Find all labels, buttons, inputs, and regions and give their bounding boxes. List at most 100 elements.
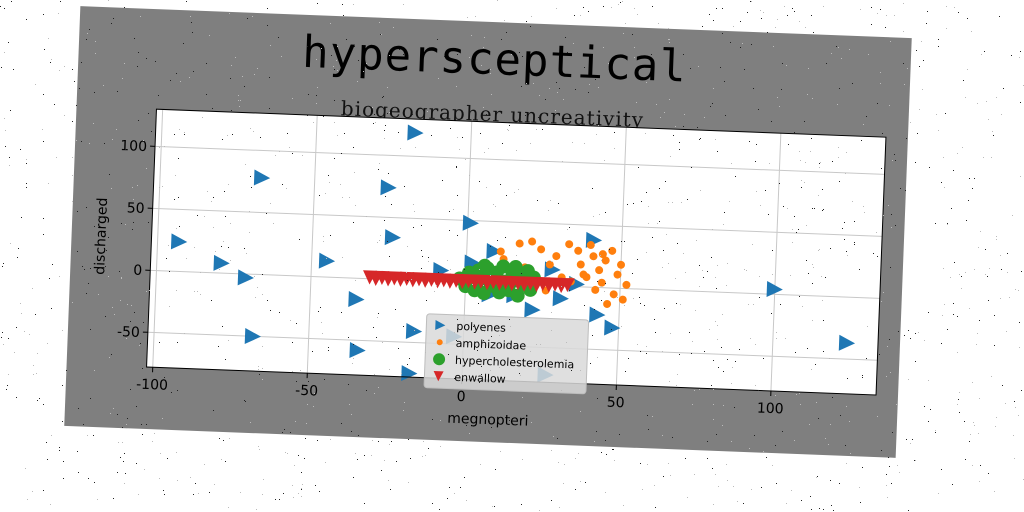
noise-speck [772, 465, 773, 466]
x-tick-label: 0 [456, 389, 466, 405]
noise-speck [947, 224, 948, 225]
legend-marker-hypercholesterolemia [433, 353, 446, 366]
noise-speck [603, 6, 604, 7]
noise-speck [124, 483, 125, 484]
noise-speck [715, 474, 716, 475]
noise-speck [63, 478, 64, 479]
noise-speck [8, 338, 9, 339]
noise-speck [526, 21, 527, 22]
data-point-amphizoidae [552, 252, 561, 261]
noise-speck [32, 491, 33, 492]
noise-speck [522, 459, 523, 460]
noise-speck [390, 489, 391, 490]
noise-speck [862, 467, 863, 468]
noise-speck [924, 406, 925, 407]
noise-speck [1019, 347, 1020, 348]
noise-speck [928, 380, 929, 381]
noise-speck [556, 8, 557, 9]
noise-speck [959, 274, 960, 275]
noise-speck [943, 268, 944, 269]
noise-speck [454, 493, 455, 494]
noise-speck [954, 262, 955, 263]
noise-speck [287, 453, 288, 454]
noise-speck [117, 472, 118, 473]
noise-speck [922, 89, 923, 90]
noise-speck [637, 14, 638, 15]
y-tick-label: 0 [133, 263, 143, 279]
noise-speck [223, 440, 224, 441]
noise-speck [283, 493, 284, 494]
noise-speck [979, 481, 980, 482]
noise-speck [910, 443, 911, 444]
data-point-polyenes [237, 269, 254, 286]
noise-speck [1, 337, 2, 338]
noise-speck [830, 480, 831, 481]
noise-speck [301, 472, 302, 473]
noise-speck [319, 491, 320, 492]
x-tick-label: 100 [757, 400, 784, 417]
noise-speck [124, 453, 125, 454]
noise-speck [447, 498, 448, 499]
data-point-polyenes [349, 341, 366, 358]
noise-speck [74, 81, 75, 82]
noise-speck [791, 490, 792, 491]
noise-speck [988, 119, 989, 120]
noise-speck [962, 147, 963, 148]
noise-speck [51, 308, 52, 309]
noise-speck [301, 496, 302, 497]
noise-speck [578, 453, 579, 454]
data-point-amphizoidae [618, 295, 627, 304]
noise-speck [974, 269, 975, 270]
noise-speck [938, 39, 939, 40]
noise-speck [16, 397, 17, 398]
noise-speck [47, 459, 48, 460]
noise-speck [13, 69, 14, 70]
noise-speck [125, 473, 126, 474]
noise-speck [831, 505, 832, 506]
noise-speck [979, 398, 980, 399]
x-tick-label: -100 [136, 377, 168, 394]
noise-speck [965, 459, 966, 460]
noise-speck [981, 54, 982, 55]
noise-speck [5, 130, 6, 131]
noise-speck [799, 21, 800, 22]
noise-speck [823, 6, 824, 7]
noise-speck [1015, 407, 1016, 408]
data-point-amphizoidae [537, 245, 546, 254]
data-point-amphizoidae [591, 285, 600, 294]
noise-speck [7, 385, 8, 386]
noise-speck [279, 499, 280, 500]
noise-speck [32, 288, 33, 289]
noise-speck [994, 315, 995, 316]
data-point-polyenes [838, 334, 856, 351]
noise-speck [938, 130, 939, 131]
noise-speck [886, 474, 887, 475]
noise-speck [43, 218, 44, 219]
noise-speck [64, 115, 65, 116]
noise-speck [97, 499, 98, 500]
noise-speck [558, 462, 559, 463]
noise-speck [154, 433, 155, 434]
noise-speck [740, 21, 741, 22]
noise-speck [305, 438, 306, 439]
legend-marker-enwallow [433, 371, 444, 382]
noise-speck [966, 220, 967, 221]
noise-speck [919, 109, 920, 110]
data-point-polyenes [213, 254, 230, 271]
noise-speck [551, 500, 552, 501]
noise-speck [952, 484, 953, 485]
noise-speck [716, 8, 717, 9]
chart-figure: hypersceptical biogeographer uncreativit… [64, 6, 912, 458]
noise-speck [559, 507, 560, 508]
noise-speck [961, 288, 962, 289]
noise-speck [26, 159, 27, 160]
noise-speck [391, 441, 392, 442]
noise-speck [198, 493, 199, 494]
noise-speck [935, 432, 936, 433]
noise-speck [33, 374, 34, 375]
noise-speck [977, 103, 978, 104]
noise-speck [214, 484, 215, 485]
noise-speck [912, 439, 913, 440]
noise-speck [999, 16, 1000, 17]
noise-speck [978, 433, 979, 434]
